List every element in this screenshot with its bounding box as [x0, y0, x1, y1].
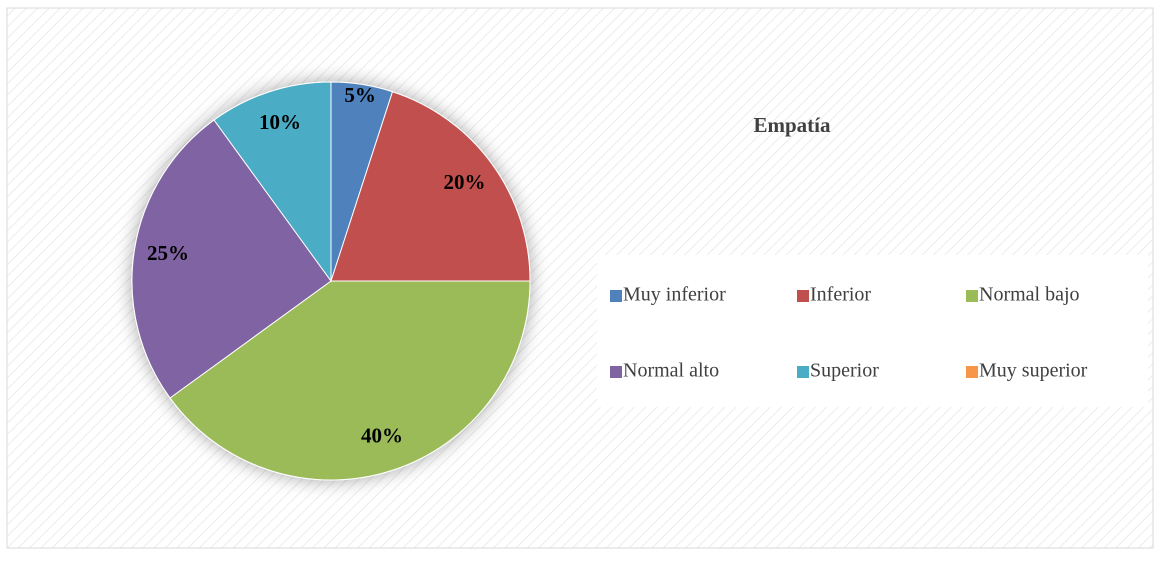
pie-slice — [131, 119, 332, 399]
legend-swatch — [797, 366, 809, 378]
pie-slice — [213, 81, 332, 283]
pie-slice — [169, 280, 531, 481]
legend-swatch — [966, 290, 978, 302]
legend-box — [597, 255, 1148, 407]
pie — [131, 81, 531, 481]
legend-label: Inferior — [810, 284, 871, 306]
pie-slice — [330, 91, 531, 282]
data-label: 10% — [259, 110, 301, 134]
legend-label: Muy superior — [979, 360, 1088, 382]
chart-title: Empatía — [753, 113, 831, 137]
legend-swatch — [966, 366, 978, 378]
legend-label: Normal bajo — [979, 284, 1080, 306]
data-label: 25% — [147, 241, 189, 265]
data-label: 20% — [443, 170, 485, 194]
legend-label: Superior — [810, 360, 879, 382]
legend-swatch — [610, 290, 622, 302]
legend-label: Muy inferior — [623, 284, 726, 306]
legend-label: Normal alto — [623, 360, 719, 382]
legend-swatch — [797, 290, 809, 302]
data-label: 40% — [361, 424, 403, 448]
data-label: 5% — [344, 83, 376, 107]
legend-swatch — [610, 366, 622, 378]
